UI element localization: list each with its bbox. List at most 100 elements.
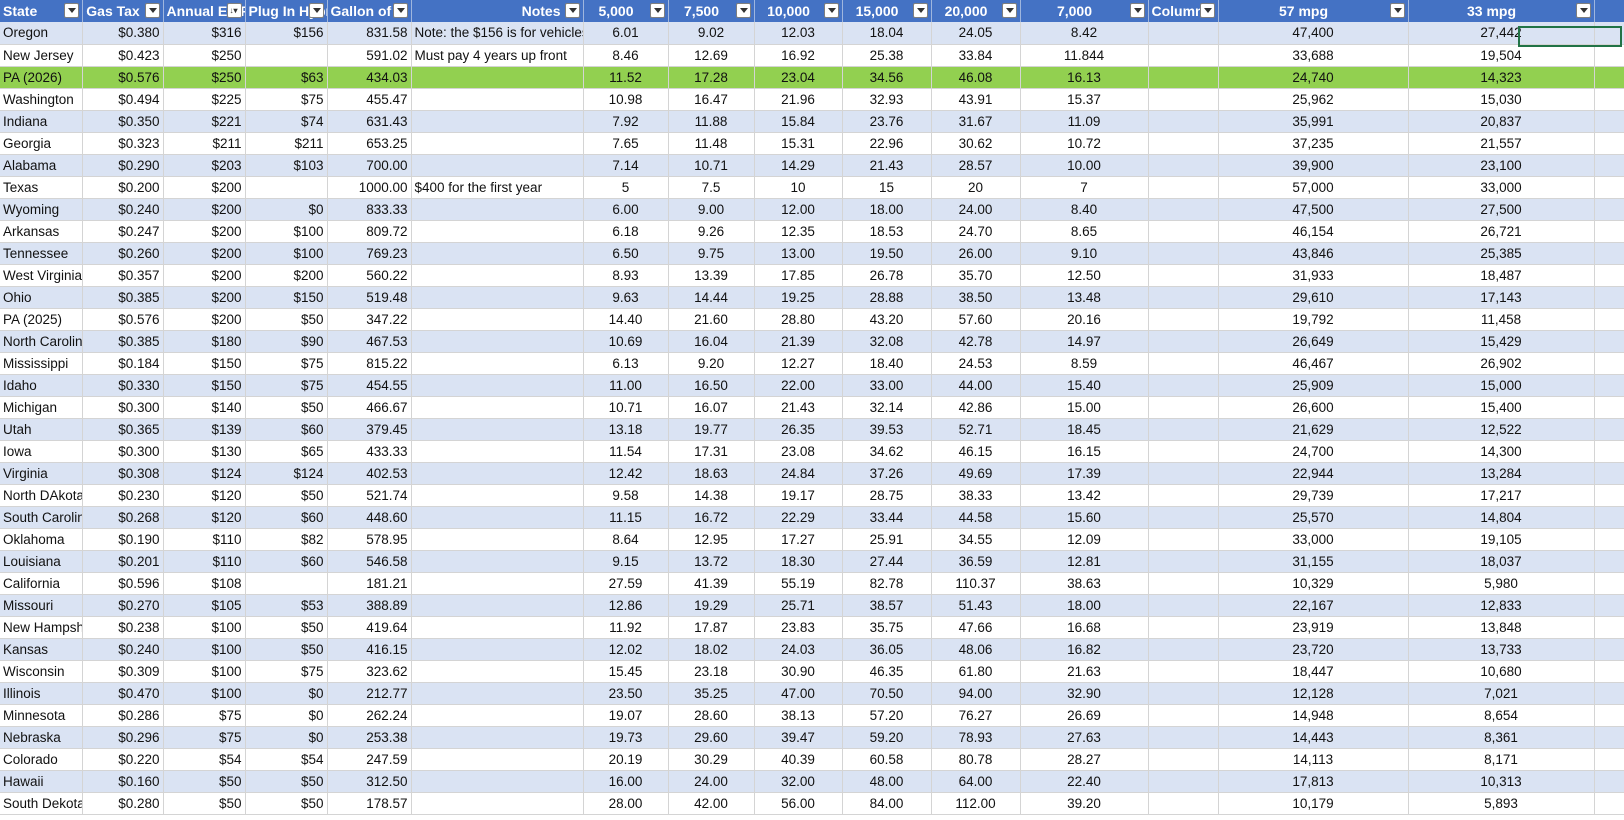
cell-column[interactable] [1148,396,1219,419]
cell-mpg33[interactable]: 19,504 [1408,44,1595,67]
cell-gas_tax[interactable]: $0.270 [82,594,164,617]
cell-column[interactable] [1148,242,1219,265]
cell-mpg33[interactable]: 11,458 [1408,308,1595,331]
cell-gallons[interactable]: 467.53 [327,330,412,353]
cell-annual_ev[interactable]: $75 [163,704,246,727]
cell-gallons[interactable]: 312.50 [327,770,412,793]
cell-mpg57[interactable]: 46,154 [1218,220,1409,243]
filter-dropdown-icon[interactable] [564,3,580,18]
cell-notes[interactable] [411,396,584,419]
cell-plug_in[interactable]: $50 [245,770,328,793]
cell-m15000[interactable]: 38.57 [842,594,932,617]
cell-extra[interactable] [1594,44,1624,67]
cell-plug_in[interactable]: $103 [245,154,328,177]
cell-notes[interactable] [411,506,584,529]
cell-mpg33[interactable]: 25,385 [1408,242,1595,265]
cell-mpg33[interactable]: 14,804 [1408,506,1595,529]
cell-state[interactable]: PA (2025) [0,308,83,331]
cell-plug_in[interactable]: $100 [245,220,328,243]
cell-m7500[interactable]: 19.77 [668,418,755,441]
cell-m7500[interactable]: 9.02 [668,22,755,45]
cell-m5000[interactable]: 28.00 [583,792,669,815]
cell-m20000[interactable]: 112.00 [931,792,1021,815]
cell-gallons[interactable]: 454.55 [327,374,412,397]
cell-m5000[interactable]: 27.59 [583,572,669,595]
cell-m10000[interactable]: 10 [754,176,843,199]
cell-mpg33[interactable]: 13,848 [1408,616,1595,639]
cell-gallons[interactable]: 448.60 [327,506,412,529]
cell-m20000[interactable]: 24.05 [931,22,1021,45]
cell-gallons[interactable]: 253.38 [327,726,412,749]
cell-m15000[interactable]: 36.05 [842,638,932,661]
cell-m10000[interactable]: 21.96 [754,88,843,111]
cell-m15000[interactable]: 22.96 [842,132,932,155]
cell-gas_tax[interactable]: $0.220 [82,748,164,771]
cell-mpg33[interactable]: 20,837 [1408,110,1595,133]
cell-m10000[interactable]: 19.17 [754,484,843,507]
cell-column[interactable] [1148,484,1219,507]
cell-m7500[interactable]: 14.38 [668,484,755,507]
cell-column[interactable] [1148,308,1219,331]
cell-m7500[interactable]: 13.72 [668,550,755,573]
cell-mpg57[interactable]: 46,467 [1218,352,1409,375]
filter-dropdown-icon[interactable] [649,3,665,18]
cell-m5000[interactable]: 8.93 [583,264,669,287]
cell-annual_ev[interactable]: $150 [163,374,246,397]
cell-mpg33[interactable]: 13,284 [1408,462,1595,485]
cell-m10000[interactable]: 30.90 [754,660,843,683]
cell-m5000[interactable]: 23.50 [583,682,669,705]
cell-annual_ev[interactable]: $108 [163,572,246,595]
cell-m5000[interactable]: 6.00 [583,198,669,221]
cell-mpg57[interactable]: 24,740 [1218,66,1409,89]
cell-extra[interactable] [1594,242,1624,265]
cell-extra[interactable] [1594,792,1624,815]
cell-plug_in[interactable]: $75 [245,352,328,375]
cell-gas_tax[interactable]: $0.260 [82,242,164,265]
cell-state[interactable]: Michigan [0,396,83,419]
cell-m5000[interactable]: 10.98 [583,88,669,111]
cell-extra[interactable] [1594,154,1624,177]
cell-m20000[interactable]: 61.80 [931,660,1021,683]
cell-state[interactable]: Iowa [0,440,83,463]
cell-state[interactable]: Utah [0,418,83,441]
cell-gas_tax[interactable]: $0.268 [82,506,164,529]
cell-annual_ev[interactable]: $54 [163,748,246,771]
cell-state[interactable]: Wisconsin [0,660,83,683]
cell-gallons[interactable]: 769.23 [327,242,412,265]
cell-annual_ev[interactable]: $316 [163,22,246,45]
cell-mpg33[interactable]: 23,100 [1408,154,1595,177]
cell-m7000[interactable]: 14.97 [1020,330,1149,353]
cell-m7000[interactable]: 16.82 [1020,638,1149,661]
cell-m7500[interactable]: 16.47 [668,88,755,111]
cell-m7500[interactable]: 16.50 [668,374,755,397]
cell-m5000[interactable]: 9.15 [583,550,669,573]
filter-dropdown-icon[interactable] [144,3,160,18]
cell-annual_ev[interactable]: $100 [163,682,246,705]
cell-annual_ev[interactable]: $50 [163,792,246,815]
cell-mpg57[interactable]: 33,688 [1218,44,1409,67]
cell-m20000[interactable]: 47.66 [931,616,1021,639]
cell-extra[interactable] [1594,484,1624,507]
cell-column[interactable] [1148,330,1219,353]
cell-mpg57[interactable]: 23,720 [1218,638,1409,661]
cell-m7000[interactable]: 8.40 [1020,198,1149,221]
cell-m5000[interactable]: 20.19 [583,748,669,771]
cell-m5000[interactable]: 11.15 [583,506,669,529]
cell-gas_tax[interactable]: $0.470 [82,682,164,705]
cell-column[interactable] [1148,704,1219,727]
cell-notes[interactable] [411,88,584,111]
cell-gas_tax[interactable]: $0.300 [82,396,164,419]
cell-m15000[interactable]: 28.88 [842,286,932,309]
cell-annual_ev[interactable]: $139 [163,418,246,441]
cell-column[interactable] [1148,616,1219,639]
cell-m7000[interactable]: 26.69 [1020,704,1149,727]
cell-gas_tax[interactable]: $0.308 [82,462,164,485]
cell-m15000[interactable]: 39.53 [842,418,932,441]
cell-m7500[interactable]: 9.75 [668,242,755,265]
cell-mpg57[interactable]: 25,909 [1218,374,1409,397]
cell-m7000[interactable]: 15.60 [1020,506,1149,529]
cell-column[interactable] [1148,726,1219,749]
cell-annual_ev[interactable]: $110 [163,550,246,573]
cell-mpg33[interactable]: 5,893 [1408,792,1595,815]
cell-m10000[interactable]: 40.39 [754,748,843,771]
